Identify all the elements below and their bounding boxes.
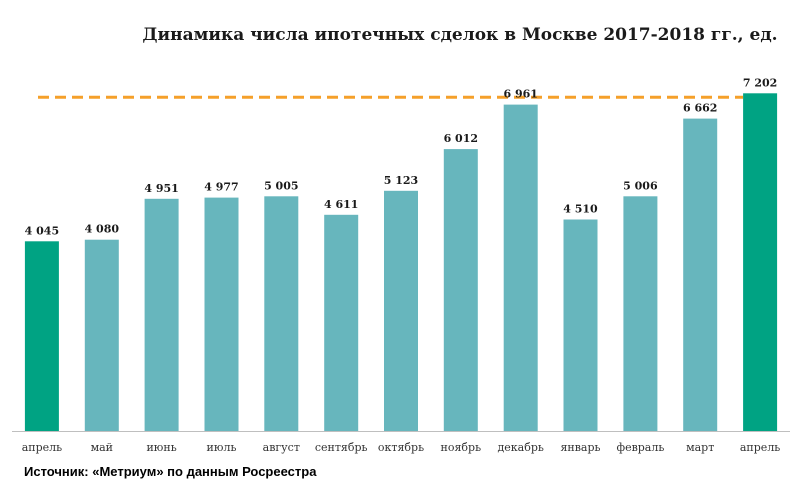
value-label-4: 5 005 bbox=[264, 179, 298, 192]
bar-3 bbox=[204, 197, 239, 431]
value-labels: 4 045 4 080 4 951 4 977 5 005 4 611 5 123 6 012… bbox=[25, 76, 778, 237]
x-tick-labels: апрель май июнь июль август сентябрь октябрь но… bbox=[22, 441, 781, 454]
x-tick-5: сентябрь bbox=[315, 441, 368, 454]
value-label-2: 4 951 bbox=[144, 182, 178, 195]
value-label-3: 4 977 bbox=[204, 181, 238, 194]
bar-1 bbox=[84, 239, 119, 431]
value-label-7: 6 012 bbox=[444, 132, 478, 145]
x-tick-10: февраль bbox=[616, 441, 664, 454]
value-label-9: 4 510 bbox=[563, 203, 598, 216]
source-note: Источник: «Метриум» по данным Росреестра bbox=[24, 464, 317, 479]
bar-8 bbox=[503, 104, 538, 431]
x-tick-7: ноябрь bbox=[441, 441, 482, 454]
value-label-0: 4 045 bbox=[25, 224, 59, 237]
x-tick-3: июль bbox=[207, 441, 237, 454]
x-tick-1: май bbox=[91, 441, 113, 454]
bar-10 bbox=[623, 196, 658, 431]
x-tick-12: апрель bbox=[740, 441, 780, 454]
bar-6 bbox=[384, 190, 418, 431]
x-tick-2: июнь bbox=[146, 441, 176, 454]
bar-2 bbox=[144, 198, 179, 431]
bar-7 bbox=[443, 149, 478, 431]
value-label-10: 5 006 bbox=[623, 179, 658, 192]
bar-12 bbox=[743, 93, 778, 432]
x-tick-0: апрель bbox=[22, 441, 62, 454]
value-label-1: 4 080 bbox=[85, 223, 120, 236]
value-label-6: 5 123 bbox=[384, 174, 418, 187]
x-tick-4: август bbox=[263, 441, 300, 454]
value-label-12: 7 202 bbox=[743, 76, 777, 89]
bars bbox=[24, 93, 778, 432]
chart-title: Динамика числа ипотечных сделок в Москве… bbox=[142, 25, 777, 45]
x-tick-9: январь bbox=[560, 441, 600, 454]
x-tick-11: март bbox=[686, 441, 714, 454]
x-tick-8: декабрь bbox=[498, 441, 544, 454]
bar-9 bbox=[563, 219, 598, 431]
bar-5 bbox=[324, 214, 359, 431]
value-label-8: 6 961 bbox=[503, 88, 537, 101]
value-label-5: 4 611 bbox=[324, 198, 358, 211]
bar-4 bbox=[264, 196, 299, 431]
value-label-11: 6 662 bbox=[683, 102, 717, 115]
bar-11 bbox=[683, 118, 718, 431]
bar-0 bbox=[24, 241, 59, 431]
x-tick-6: октябрь bbox=[378, 441, 424, 454]
